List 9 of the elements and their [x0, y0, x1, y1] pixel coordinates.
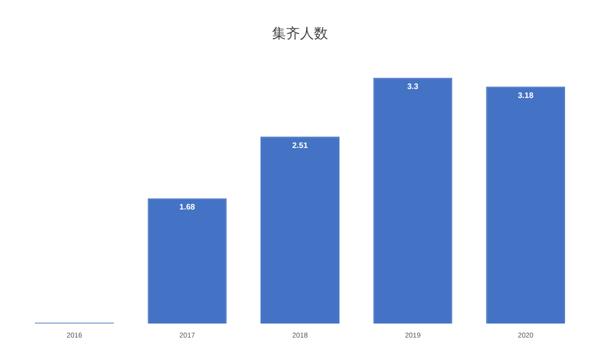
data-label: 2.51	[292, 140, 308, 150]
data-label: 3.18	[518, 90, 534, 100]
bar	[260, 136, 340, 324]
bar	[486, 86, 566, 324]
data-label: 3.3	[407, 82, 419, 91]
data-label: 1.68	[179, 202, 196, 212]
bar	[148, 198, 227, 324]
bar	[373, 78, 452, 324]
chart-title: 集齐人数	[272, 26, 328, 42]
